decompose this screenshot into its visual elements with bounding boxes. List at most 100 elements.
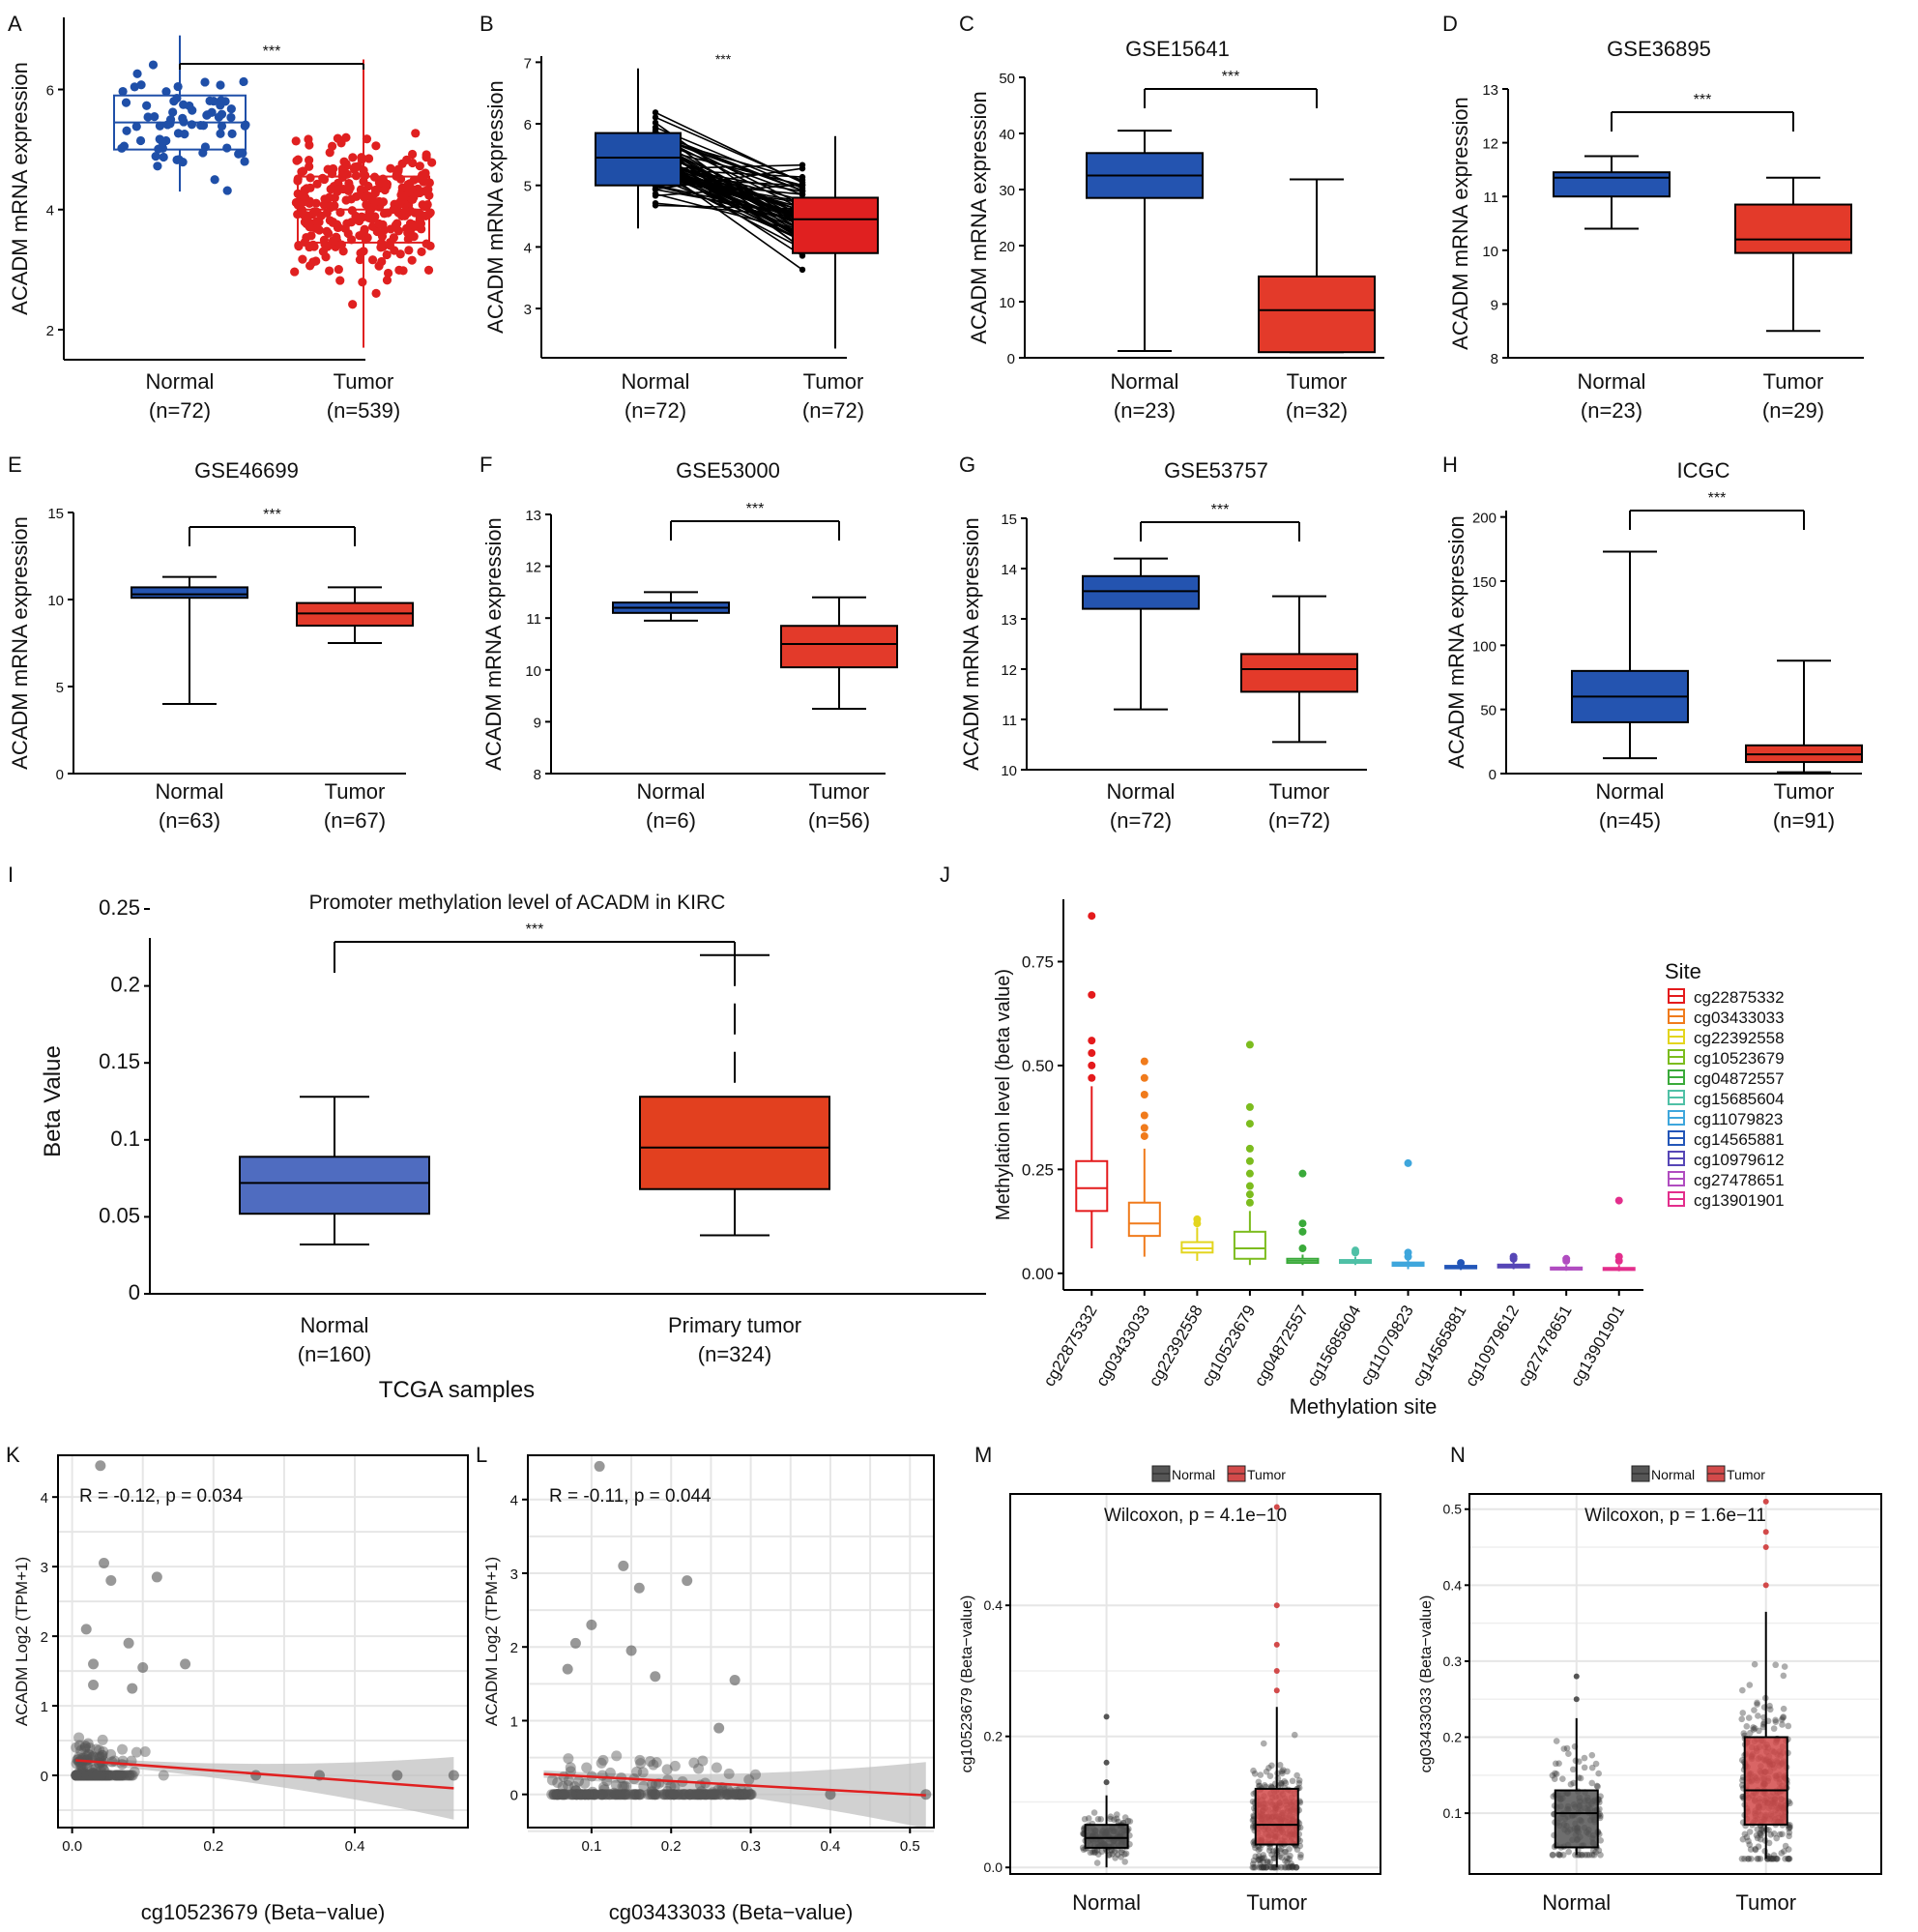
significance-label: ***	[715, 51, 732, 67]
scatter-point	[671, 1789, 683, 1800]
jitter-point	[1549, 1852, 1556, 1859]
scatter-point	[73, 1770, 85, 1781]
data-point	[240, 157, 249, 166]
scatter-point	[749, 1769, 761, 1780]
category-count: (n=72)	[625, 398, 686, 423]
jitter-point	[1781, 1663, 1788, 1670]
scatter-point	[78, 1767, 90, 1778]
category-count: (n=32)	[1286, 398, 1348, 423]
scatter-point	[123, 1637, 134, 1649]
scatter-point	[80, 1770, 92, 1781]
jitter-point	[1093, 1859, 1101, 1866]
y-tick-label: 6	[524, 117, 532, 133]
scatter-point	[104, 1770, 116, 1781]
jitter-point	[1265, 1764, 1272, 1771]
jitter-point	[1748, 1855, 1755, 1862]
scatter-point	[556, 1789, 567, 1800]
scatter-point	[721, 1789, 733, 1800]
box-tumor	[1240, 653, 1358, 693]
data-point	[374, 219, 384, 229]
y-axis-label: ACADM Log2 (TPM+1)	[482, 1557, 501, 1726]
scatter-point	[91, 1770, 102, 1781]
scatter-point	[690, 1789, 702, 1800]
scatter-point	[80, 1770, 92, 1781]
scatter-point	[571, 1789, 583, 1800]
jitter-point	[1746, 1829, 1754, 1835]
confidence-band	[75, 1756, 454, 1820]
scatter-point	[101, 1770, 112, 1781]
data-point	[216, 101, 225, 110]
scatter-point	[693, 1763, 705, 1774]
scatter-point	[733, 1789, 744, 1800]
scatter-point	[85, 1770, 97, 1781]
data-point	[305, 161, 314, 171]
jitter-point	[1282, 1848, 1290, 1856]
scatter-point	[93, 1770, 104, 1781]
y-tick-label: 0	[1007, 351, 1015, 367]
significance-label: ***	[526, 922, 544, 938]
correlation-annotation: R = -0.12, p = 0.034	[79, 1486, 243, 1507]
jitter-point	[1785, 1855, 1791, 1862]
jitter-point	[1266, 1772, 1274, 1779]
category-label: Tumor	[334, 369, 394, 394]
data-point	[379, 177, 389, 187]
x-tick-label: 0.3	[741, 1838, 761, 1855]
data-point	[226, 112, 236, 123]
outlier-point	[1762, 1582, 1769, 1589]
legend-label: cg11079823	[1694, 1110, 1783, 1128]
data-point	[404, 246, 414, 255]
jitter-point	[1597, 1793, 1604, 1800]
box-normal	[1553, 171, 1671, 198]
jitter-point	[1785, 1855, 1792, 1862]
scatter-point	[114, 1770, 126, 1781]
panel-D: D 8 9 10 11 12 13 ACADM mRNA expression GSE36895…	[1442, 12, 1864, 423]
scatter-point	[706, 1789, 717, 1800]
scatter-point	[558, 1789, 569, 1800]
scatter-point	[635, 1758, 647, 1770]
jitter-point	[1250, 1863, 1258, 1871]
jitter-point	[1560, 1745, 1568, 1752]
scatter-point	[110, 1770, 122, 1781]
jitter-point	[1257, 1845, 1264, 1853]
scatter-point	[552, 1789, 564, 1800]
data-point	[423, 265, 434, 275]
scatter-point	[609, 1789, 621, 1800]
jitter-point	[1289, 1777, 1296, 1785]
scatter-point	[613, 1789, 625, 1800]
scatter-point	[723, 1789, 735, 1800]
outlier-point	[1573, 1696, 1580, 1703]
scatter-point	[691, 1789, 703, 1800]
significance-label: ***	[1708, 490, 1727, 507]
jitter-point	[1264, 1859, 1271, 1866]
category-label: Normal	[146, 369, 215, 394]
scatter-point	[686, 1789, 698, 1800]
jitter-point	[1578, 1852, 1584, 1859]
pair-line	[654, 111, 803, 184]
scatter-point	[706, 1789, 717, 1800]
outlier-point	[1245, 1182, 1254, 1190]
y-tick-label: 4	[510, 1493, 518, 1509]
x-axis-label: cg10523679 (Beta−value)	[141, 1900, 386, 1924]
panel-letter: J	[940, 863, 950, 887]
scatter-point	[96, 1770, 107, 1781]
scatter-point	[600, 1789, 612, 1800]
scatter-point	[85, 1770, 97, 1781]
jitter-point	[1090, 1809, 1098, 1816]
category-label: Normal	[1578, 369, 1646, 394]
data-point	[407, 149, 418, 160]
scatter-point	[582, 1789, 594, 1800]
data-point	[312, 179, 322, 189]
scatter-point	[89, 1770, 101, 1781]
jitter-point	[1745, 1855, 1753, 1862]
jitter-point	[1741, 1830, 1749, 1838]
data-point	[371, 288, 381, 298]
y-tick-label: 0	[510, 1788, 518, 1804]
jitter-point	[1759, 1723, 1767, 1731]
scatter-point	[85, 1770, 97, 1781]
scatter-point	[599, 1789, 611, 1800]
scatter-point	[730, 1789, 741, 1800]
y-tick-label: 1	[510, 1713, 518, 1730]
jitter-point	[1260, 1740, 1267, 1747]
legend-label: cg15685604	[1694, 1090, 1785, 1108]
outlier-point	[1140, 1124, 1148, 1132]
